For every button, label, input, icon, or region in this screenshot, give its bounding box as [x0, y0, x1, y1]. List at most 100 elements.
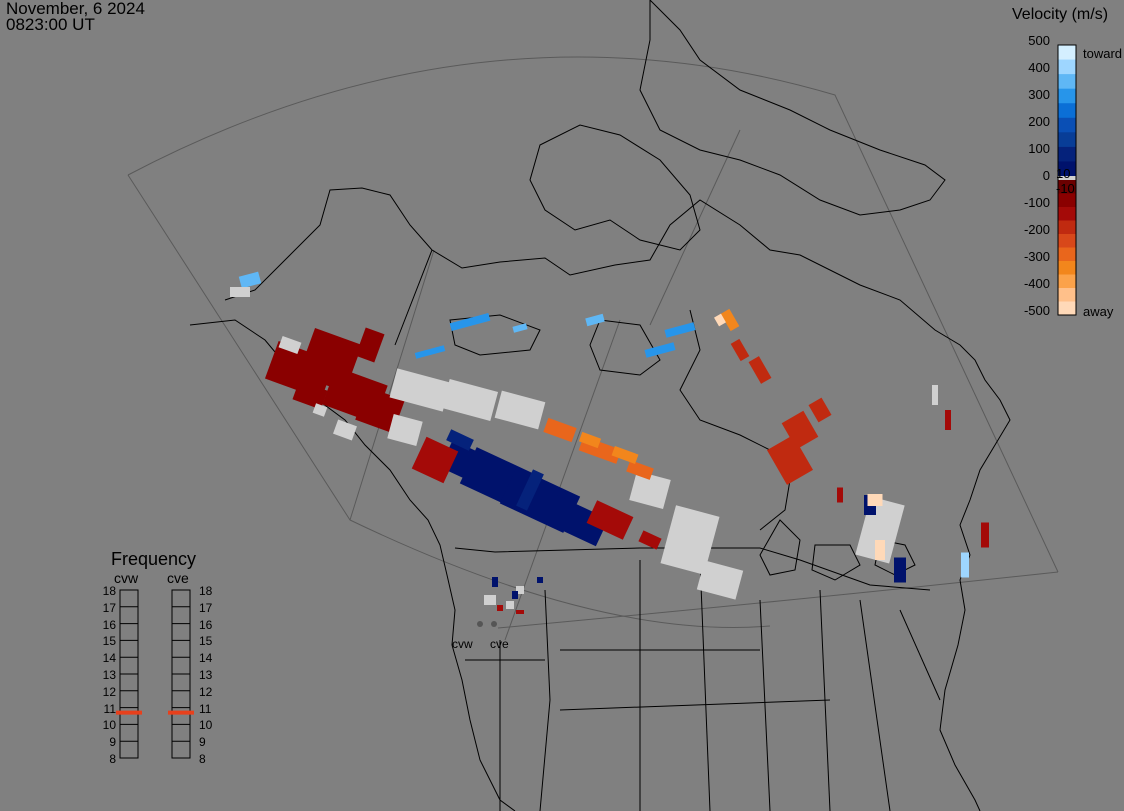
color-bar-away-segment [1058, 220, 1076, 235]
velocity-cell [411, 436, 459, 484]
velocity-away-label: away [1083, 304, 1114, 319]
cvw-frequency-label: cvw [114, 570, 139, 586]
velocity-cell [484, 595, 496, 605]
velocity-cell [512, 323, 528, 333]
cvw-site-label: cvw [452, 637, 473, 651]
coastlines [189, 0, 1011, 811]
velocity-tick-label: -400 [1023, 276, 1050, 291]
cvw-frequency-tick: 8 [109, 752, 116, 766]
frequency-title: Frequency [111, 549, 197, 569]
color-bar-away-segment [1058, 288, 1076, 302]
velocity-cells [230, 271, 989, 614]
cve-site-label: cve [490, 637, 509, 651]
velocity-cell [644, 342, 676, 358]
velocity-cell [867, 494, 883, 506]
velocity-inner-positive-label: 10 [1056, 166, 1071, 181]
cvw-frequency-tick: 10 [102, 718, 116, 733]
cve-frequency-indicator [168, 710, 194, 715]
cve-frequency-label: cve [167, 570, 189, 586]
velocity-cell [626, 460, 654, 480]
frequency-boxes [119, 589, 191, 759]
velocity-cell [541, 493, 609, 547]
velocity-tick-label: -100 [1023, 195, 1050, 210]
cvw-frequency-tick: 17 [102, 600, 116, 615]
velocity-cell [516, 610, 524, 614]
velocity-cell [586, 500, 634, 540]
velocity-cell [961, 552, 969, 578]
velocity-cell [389, 368, 451, 412]
velocity-tick-label: -500 [1023, 303, 1050, 318]
color-bar-away-segment [1058, 274, 1076, 289]
velocity-tick-label: 0 [1042, 168, 1050, 183]
velocity-cell [230, 287, 250, 297]
velocity-cell [714, 313, 726, 327]
color-bar-away-segment [1058, 301, 1076, 316]
cvw-site-marker [477, 621, 483, 627]
velocity-cell [894, 557, 906, 583]
color-bar-frame [1057, 44, 1077, 316]
color-bar-toward-segment [1058, 59, 1076, 75]
velocity-tick-label: -300 [1023, 249, 1050, 264]
velocity-tick-label: 200 [1028, 114, 1050, 129]
cvw-frequency-tick: 11 [103, 701, 116, 716]
velocity-cell [446, 429, 474, 451]
velocity-cell [660, 505, 720, 575]
color-bar-away-segment [1058, 261, 1076, 275]
velocity-scale-title: Velocity (m/s) [1012, 6, 1109, 23]
cve-frequency-tick: 17 [199, 600, 213, 615]
cvw-frequency-tick: 13 [102, 668, 116, 682]
cve-site-marker [491, 621, 497, 627]
velocity-cell [506, 601, 514, 609]
velocity-cell [664, 322, 696, 338]
velocity-cell [875, 540, 885, 560]
color-bar-toward-segment [1058, 103, 1076, 119]
velocity-cell [578, 431, 602, 449]
color-bar-away-segment [1058, 180, 1076, 194]
velocity-cell [629, 470, 671, 510]
velocity-cell [720, 308, 740, 332]
velocity-tick-label: 300 [1028, 87, 1050, 102]
cve-frequency-tick: 8 [199, 752, 206, 766]
cve-frequency-tick: 12 [199, 684, 213, 699]
cve-frequency-tick: 10 [199, 718, 213, 733]
cve-frequency-tick: 11 [199, 701, 212, 716]
velocity-cell [312, 403, 328, 417]
velocity-cell [638, 530, 662, 550]
cve-frequency-tick: 13 [199, 668, 213, 682]
cve-frequency-tick: 16 [199, 617, 213, 632]
cve-frequency-tick: 18 [199, 584, 213, 598]
velocity-tick-label: 100 [1028, 141, 1050, 156]
cvw-frequency-tick: 14 [102, 651, 116, 666]
cvw-frequency-tick: 18 [102, 584, 116, 598]
color-bar-toward-segment [1058, 117, 1076, 133]
frequency-indicators [116, 710, 194, 715]
color-bar-away-segment [1058, 247, 1076, 262]
velocity-cell [441, 379, 499, 421]
velocity-tick-label: 500 [1028, 33, 1050, 48]
velocity-cell [808, 397, 832, 423]
velocity-cell [449, 312, 491, 332]
color-bar-zero-band [1058, 176, 1076, 180]
velocity-cell [767, 435, 813, 485]
color-bar-away-segment [1058, 207, 1076, 221]
political-borders [394, 249, 941, 811]
velocity-cell [355, 327, 385, 363]
velocity-cell [494, 390, 546, 430]
color-bar-away-segment [1058, 234, 1076, 248]
color-bar-toward-segment [1058, 45, 1076, 61]
velocity-cell [387, 414, 423, 446]
color-bar-toward-segment [1058, 132, 1076, 148]
color-bar-away-segment [1058, 193, 1076, 208]
cve-frequency-tick: 14 [199, 651, 213, 666]
velocity-cell [516, 469, 544, 511]
velocity-cell [696, 560, 744, 600]
velocity-cell [512, 591, 518, 599]
velocity-cell [238, 271, 262, 289]
velocity-cell [837, 487, 843, 503]
timestamp-date: November, 6 2024 [6, 0, 145, 18]
velocity-inner-negative-label: -10 [1056, 181, 1075, 196]
velocity-cell [333, 419, 357, 441]
cve-frequency-tick: 15 [199, 634, 213, 649]
velocity-cell [292, 380, 328, 410]
